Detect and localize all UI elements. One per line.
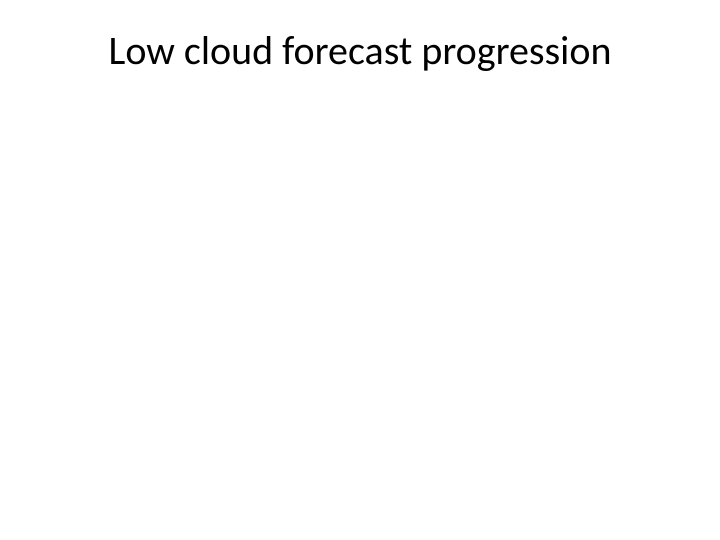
slide-title: Low cloud forecast progression [0, 26, 720, 75]
